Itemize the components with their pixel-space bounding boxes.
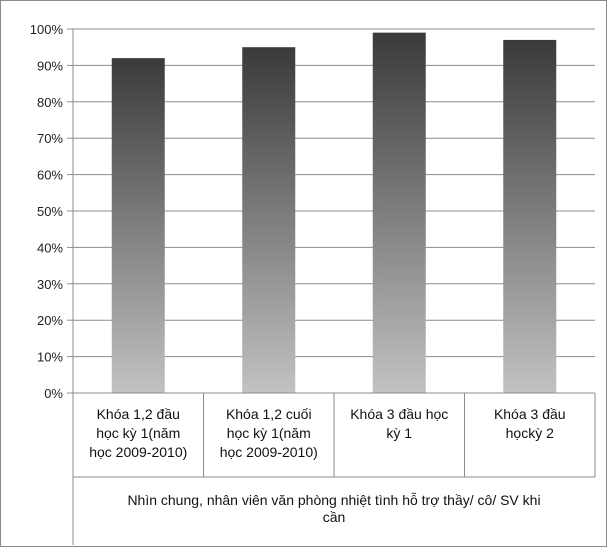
y-tick-label: 80% bbox=[37, 95, 63, 110]
y-tick-label: 90% bbox=[37, 58, 63, 73]
y-tick-label: 70% bbox=[37, 131, 63, 146]
y-tick-label: 60% bbox=[37, 168, 63, 183]
group-label: Nhìn chung, nhân viên văn phòng nhiệt tì… bbox=[127, 492, 540, 525]
bar bbox=[503, 39, 557, 394]
y-tick-label: 100% bbox=[30, 22, 64, 37]
y-tick-label: 20% bbox=[37, 313, 63, 328]
y-tick-label: 0% bbox=[44, 386, 63, 401]
y-tick-label: 10% bbox=[37, 350, 63, 365]
bar bbox=[372, 32, 426, 393]
axes bbox=[67, 28, 596, 545]
x-tick-label: Khóa 1,2 đầu học kỳ 1(năm học 2009-2010) bbox=[89, 406, 187, 460]
bar bbox=[242, 47, 296, 393]
y-tick-label: 30% bbox=[37, 277, 63, 292]
bars bbox=[111, 32, 557, 394]
x-tick-label: Khóa 1,2 cuối học kỳ 1(năm học 2009-2010) bbox=[220, 406, 318, 460]
y-tick-label: 50% bbox=[37, 204, 63, 219]
labels: 0% 10% 20% 30% 40% 50% 60% 70% 80% 90% 100% Khóa 1,… bbox=[30, 22, 566, 525]
x-tick-label: Khóa 3 đầu họckỳ 2 bbox=[494, 406, 566, 441]
y-tick-label: 40% bbox=[37, 240, 63, 255]
x-tick-label: Khóa 3 đầu học kỳ 1 bbox=[350, 406, 448, 441]
bar bbox=[111, 58, 165, 394]
